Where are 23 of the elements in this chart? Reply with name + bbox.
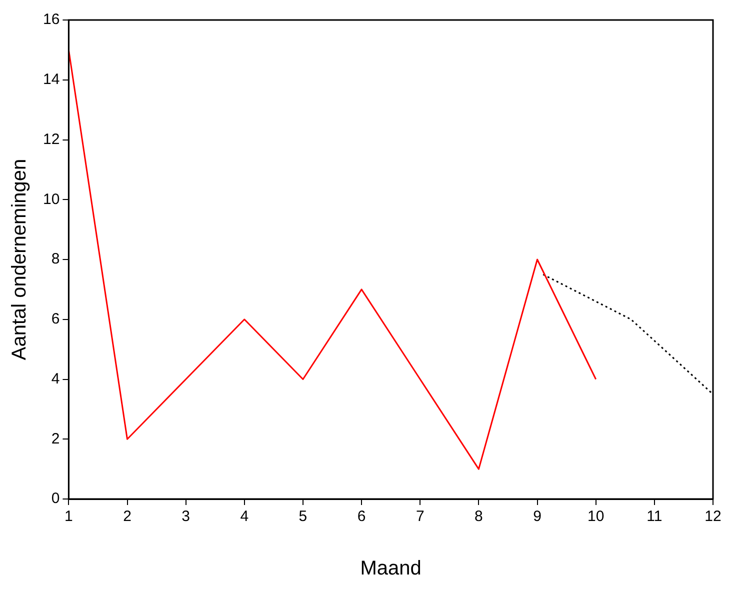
y-tick-label: 10 — [42, 190, 60, 208]
y-tick-label: 8 — [51, 250, 60, 268]
x-tick-label: 11 — [646, 508, 662, 526]
x-tick-label: 3 — [182, 508, 190, 526]
y-tick-label: 16 — [42, 11, 60, 28]
x-tick-label: 5 — [298, 508, 308, 526]
y-tick-label: 4 — [51, 370, 60, 388]
x-tick-label: 1 — [64, 508, 73, 526]
y-tick-label: 2 — [51, 430, 60, 448]
y-axis-title: Aantal ondernemingen — [8, 158, 31, 360]
x-tick-label: 2 — [123, 508, 132, 526]
x-tick-label: 7 — [416, 508, 424, 526]
y-tick-label: 12 — [42, 130, 60, 148]
y-tick-label: 6 — [51, 310, 60, 328]
x-tick-label: 10 — [588, 508, 604, 526]
x-axis-title: Maand — [360, 558, 422, 580]
x-tick-label: 8 — [474, 508, 483, 526]
x-tick-label: 12 — [704, 508, 722, 526]
y-tick-label: 0 — [51, 490, 60, 508]
y-tick-label: 14 — [42, 71, 60, 88]
x-tick-label: 9 — [533, 508, 542, 526]
x-tick-label: 6 — [357, 508, 366, 526]
x-tick-label: 4 — [240, 508, 249, 526]
